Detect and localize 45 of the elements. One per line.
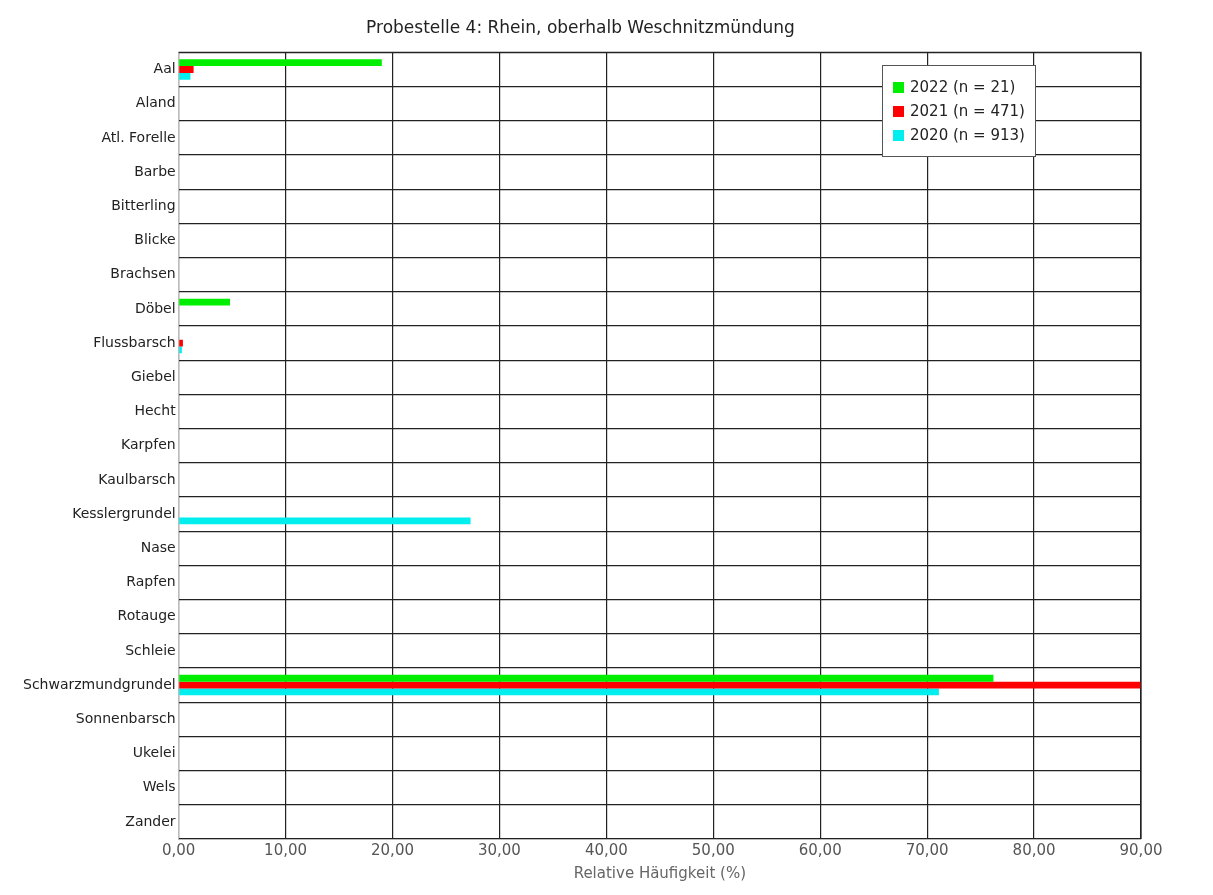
bar bbox=[179, 72, 191, 80]
legend-label: 2022 (n = 21) bbox=[910, 78, 1016, 97]
y-tick-label: Karpfen bbox=[121, 436, 176, 453]
bar bbox=[179, 346, 182, 354]
y-tick-label: Kesslergrundel bbox=[72, 504, 176, 521]
y-tick-label: Giebel bbox=[130, 367, 176, 384]
y-tick-label: Wels bbox=[142, 778, 176, 795]
x-tick-label: 50,00 bbox=[691, 840, 735, 859]
y-tick-label: Rapfen bbox=[126, 573, 176, 590]
y-tick-label: Aland bbox=[135, 94, 176, 111]
bar bbox=[179, 66, 194, 73]
x-tick-label: 0,00 bbox=[161, 840, 196, 859]
x-tick-label: 70,00 bbox=[905, 840, 949, 859]
y-tick-label: Brachsen bbox=[110, 265, 176, 282]
x-tick-label: 80,00 bbox=[1012, 840, 1056, 859]
y-tick-label: Zander bbox=[125, 812, 176, 829]
bar bbox=[179, 681, 1141, 689]
x-tick-label: 20,00 bbox=[371, 840, 414, 859]
legend-label: 2020 (n = 913) bbox=[910, 126, 1025, 145]
y-tick-label: Barbe bbox=[134, 162, 176, 179]
x-tick-label: 90,00 bbox=[1119, 840, 1163, 859]
y-tick-label: Aal bbox=[153, 60, 176, 77]
y-tick-label: Döbel bbox=[134, 299, 176, 316]
y-tick-label: Blicke bbox=[134, 231, 176, 248]
bar bbox=[179, 674, 994, 682]
chart-title: Probestelle 4: Rhein, oberhalb Weschnitzmündung bbox=[366, 16, 795, 37]
y-tick-label: Hecht bbox=[134, 402, 177, 419]
y-tick-label: Flussbarsch bbox=[93, 333, 176, 350]
y-tick-label: Bitterling bbox=[111, 196, 176, 213]
x-tick-label: 30,00 bbox=[477, 840, 521, 859]
y-tick-label: Schleie bbox=[125, 641, 176, 658]
x-tick-label: 40,00 bbox=[584, 840, 628, 859]
x-tick-label: 60,00 bbox=[798, 840, 842, 859]
y-tick-label: Schwarzmundgrundel bbox=[23, 675, 176, 692]
y-tick-label: Sonnenbarsch bbox=[75, 709, 176, 726]
y-tick-label: Atl. Forelle bbox=[101, 128, 176, 145]
y-tick-label: Nase bbox=[140, 538, 176, 555]
x-tick-label: 10,00 bbox=[264, 840, 308, 859]
legend-label: 2021 (n = 471) bbox=[910, 102, 1025, 121]
y-tick-label: Rotauge bbox=[117, 607, 176, 624]
bar bbox=[179, 339, 183, 347]
y-tick-label: Ukelei bbox=[132, 744, 176, 761]
bar bbox=[179, 59, 382, 67]
x-axis-title: Relative Häufigkeit (%) bbox=[573, 863, 747, 882]
y-tick-label: Kaulbarsch bbox=[98, 470, 176, 487]
